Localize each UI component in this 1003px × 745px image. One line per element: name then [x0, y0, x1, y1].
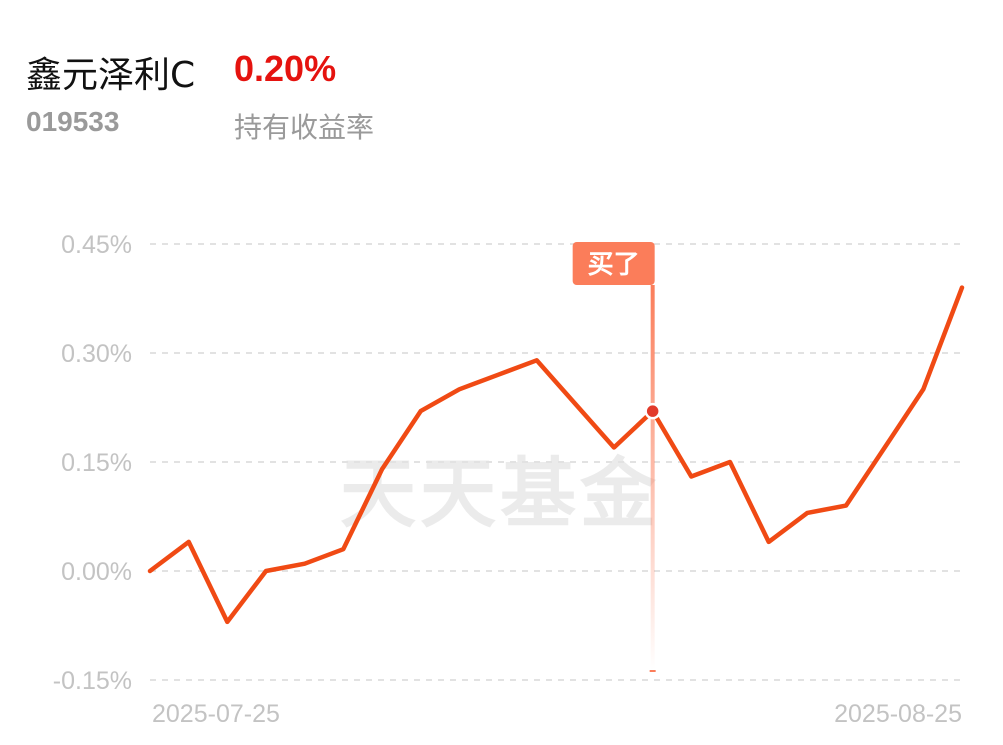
x-tick-label: 2025-07-25: [152, 700, 280, 728]
y-tick-label: 0.15%: [61, 449, 132, 477]
grid: [150, 243, 962, 681]
buy-point[interactable]: [644, 402, 661, 420]
fund-code: 019533: [26, 106, 120, 137]
return-series-line: [147, 285, 965, 625]
y-tick-label: 0.30%: [61, 340, 132, 368]
buy-flag[interactable]: [572, 242, 655, 285]
series: [147, 285, 965, 625]
buy-flag-label: 买了: [588, 250, 640, 280]
y-axis: 0.45% 0.30% 0.15% 0.00% -0.15%: [53, 231, 132, 695]
y-tick-label: -0.15%: [53, 667, 132, 695]
x-axis: 2025-07-25 2025-08-25: [152, 700, 962, 728]
watermark: 天天基金: [340, 449, 660, 538]
y-tick-label: 0.45%: [61, 231, 132, 259]
holding-return-value: 0.20%: [234, 48, 337, 89]
buy-marker-line: [650, 285, 655, 670]
y-tick-label: 0.00%: [61, 558, 132, 586]
x-tick-label: 2025-08-25: [834, 700, 962, 728]
buy-annotation[interactable]: 买了: [572, 242, 656, 672]
fund-name: 鑫元泽利C: [26, 55, 196, 96]
holding-return-label: 持有收益率: [234, 111, 375, 144]
